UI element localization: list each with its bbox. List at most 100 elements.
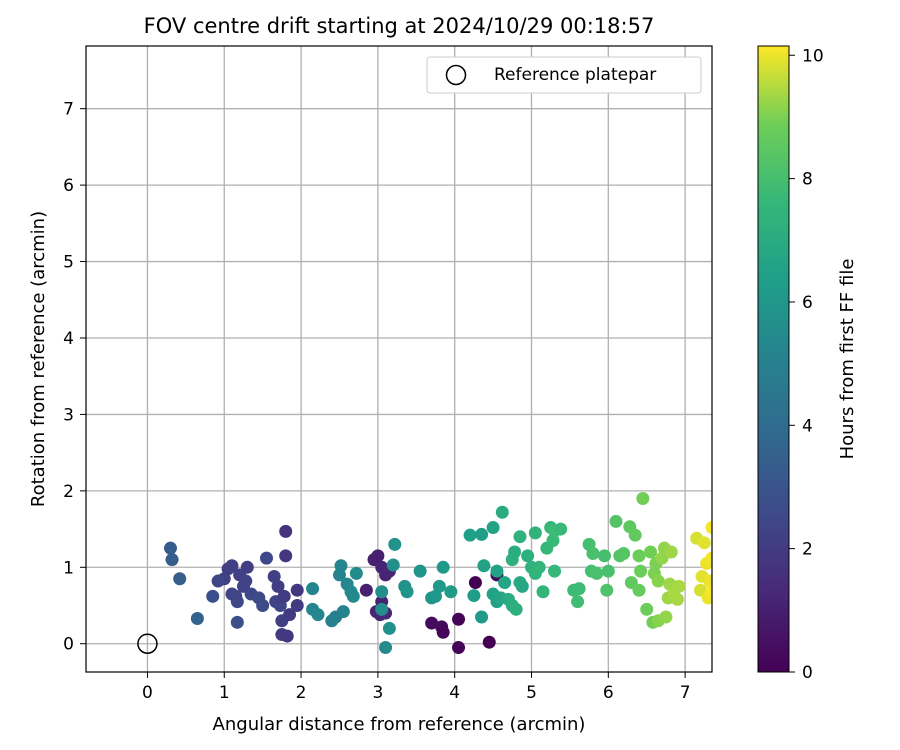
data-point xyxy=(336,605,350,619)
data-point xyxy=(452,612,466,626)
data-point xyxy=(271,579,285,593)
data-point xyxy=(428,589,442,603)
data-point xyxy=(609,514,623,528)
data-point xyxy=(173,572,187,586)
x-tick-label: 1 xyxy=(219,683,230,703)
data-point xyxy=(230,595,244,609)
x-tick-label: 6 xyxy=(603,683,614,703)
data-point xyxy=(509,602,523,616)
data-point xyxy=(225,559,239,573)
data-point xyxy=(375,585,389,599)
data-point xyxy=(334,559,348,573)
data-point xyxy=(230,615,244,629)
data-point xyxy=(359,583,373,597)
data-point xyxy=(490,564,504,578)
data-point xyxy=(586,547,600,561)
colorbar-tick-label: 0 xyxy=(802,663,813,683)
data-point xyxy=(452,641,466,655)
data-point xyxy=(601,564,615,578)
data-point xyxy=(413,564,427,578)
y-tick-label: 2 xyxy=(63,482,74,502)
data-point xyxy=(632,583,646,597)
colorbar-tick-label: 2 xyxy=(802,540,813,560)
data-point xyxy=(349,566,363,580)
data-point xyxy=(644,545,658,559)
data-point xyxy=(528,526,542,540)
colorbar: 0 2 4 6 8 10 Hours from first FF file xyxy=(757,45,858,683)
x-tick-label: 7 xyxy=(680,683,691,703)
data-point xyxy=(463,528,477,542)
data-point xyxy=(280,629,294,643)
data-point xyxy=(211,574,225,588)
data-point xyxy=(515,579,529,593)
data-point xyxy=(659,610,673,624)
y-axis-ticks: 0 1 2 3 4 5 6 7 xyxy=(63,100,86,655)
data-point xyxy=(386,558,400,572)
data-point xyxy=(260,551,274,565)
data-point xyxy=(655,551,669,565)
data-point xyxy=(467,589,481,603)
data-point xyxy=(290,583,304,597)
data-point xyxy=(572,582,586,596)
plot-area-frame xyxy=(85,45,713,673)
data-point xyxy=(672,579,686,593)
data-point xyxy=(436,625,450,639)
data-point xyxy=(290,599,304,613)
data-point xyxy=(632,549,646,563)
colorbar-tick-label: 8 xyxy=(802,170,813,190)
data-point xyxy=(379,641,393,655)
y-axis-label: Rotation from reference (arcmin) xyxy=(28,211,49,507)
data-point xyxy=(482,635,496,649)
data-points xyxy=(137,491,712,655)
data-point xyxy=(477,559,491,573)
legend: Reference platepar xyxy=(426,56,702,94)
grid-lines xyxy=(86,46,712,672)
data-point xyxy=(239,574,253,588)
data-point xyxy=(267,569,281,583)
data-point xyxy=(628,528,642,542)
y-tick-label: 6 xyxy=(63,176,74,196)
colorbar-tick-label: 10 xyxy=(802,46,824,66)
data-point xyxy=(279,549,293,563)
data-point xyxy=(495,505,509,519)
data-point xyxy=(436,560,450,574)
data-point xyxy=(703,574,712,588)
y-tick-label: 4 xyxy=(63,329,74,349)
data-point xyxy=(256,599,270,613)
data-point xyxy=(590,566,604,580)
data-point xyxy=(513,530,527,544)
y-tick-label: 5 xyxy=(63,253,74,273)
data-point xyxy=(554,522,568,536)
data-point xyxy=(425,616,439,630)
data-point xyxy=(548,564,562,578)
colorbar-tick-label: 6 xyxy=(802,293,813,313)
legend-marker-icon xyxy=(445,64,467,86)
data-point xyxy=(546,534,560,548)
data-point xyxy=(279,524,293,538)
data-point xyxy=(670,592,684,606)
data-point xyxy=(636,491,650,505)
data-point xyxy=(375,602,389,616)
data-point xyxy=(283,608,297,622)
data-point xyxy=(697,536,711,550)
data-point xyxy=(664,545,678,559)
colorbar-ticks: 0 2 4 6 8 10 xyxy=(789,46,824,683)
data-point xyxy=(634,564,648,578)
y-tick-label: 7 xyxy=(63,100,74,120)
legend-label: Reference platepar xyxy=(494,65,656,85)
data-point xyxy=(536,585,550,599)
data-point xyxy=(640,602,654,616)
data-point xyxy=(651,574,665,588)
data-point xyxy=(388,537,402,551)
data-point xyxy=(571,595,585,609)
data-point xyxy=(475,610,489,624)
reference-platepar-marker xyxy=(137,633,158,654)
data-point xyxy=(400,585,414,599)
data-point xyxy=(432,579,446,593)
data-point xyxy=(163,541,177,555)
data-point xyxy=(486,521,500,535)
x-tick-label: 2 xyxy=(296,683,307,703)
x-tick-label: 5 xyxy=(526,683,537,703)
data-point xyxy=(705,585,712,599)
